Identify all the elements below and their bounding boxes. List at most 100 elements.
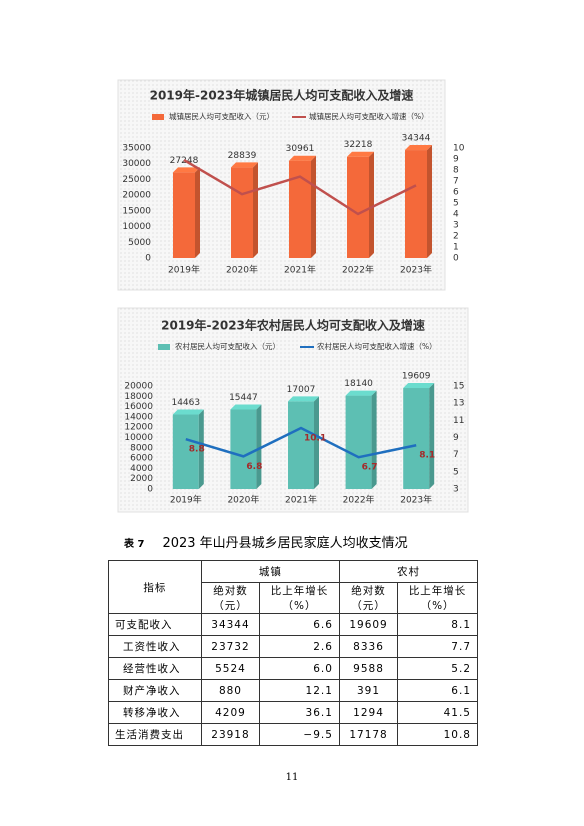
legend-label: 城镇居民人均可支配收入增速（%） bbox=[309, 111, 429, 121]
y2-tick-label: 11 bbox=[453, 416, 464, 426]
header-text: （%） bbox=[420, 600, 455, 612]
table-cell: 财产净收入 bbox=[108, 679, 202, 702]
y2-tick-label: 2 bbox=[453, 232, 459, 242]
y2-tick-label: 1 bbox=[453, 243, 459, 253]
charts: 2019年-2023年城镇居民人均可支配收入及增速 0 5000 10000 15000… bbox=[117, 79, 469, 513]
table-cell: 6.0 bbox=[259, 657, 340, 680]
table-cell: 7.7 bbox=[397, 635, 478, 658]
y-tick-label: 2000 bbox=[130, 474, 153, 484]
table-cell: 8.1 bbox=[397, 613, 478, 636]
table-cell: 6.6 bbox=[259, 613, 340, 636]
bar-side bbox=[371, 390, 377, 489]
bar-top bbox=[172, 409, 204, 415]
table-cell: 34344 bbox=[200, 613, 261, 636]
table-cell: 880 bbox=[200, 679, 261, 702]
bar-top bbox=[345, 390, 377, 396]
bar-side bbox=[427, 145, 432, 258]
table: 指标 城镇 农村 绝对数 （元） 比上年增长 （%） 绝对数 （元） 比上年增长 （%） 可支配收入 3… bbox=[108, 560, 479, 746]
bar-top bbox=[347, 151, 374, 157]
data-label: 30961 bbox=[286, 144, 315, 154]
bar-top bbox=[289, 155, 316, 161]
bar-top bbox=[173, 167, 200, 173]
y-tick-label: 14000 bbox=[124, 412, 153, 422]
y-tick-label: 10000 bbox=[124, 433, 153, 443]
bar-side bbox=[314, 396, 319, 489]
y2-tick-label: 7 bbox=[453, 450, 459, 460]
header-cell: 绝对数 （元） bbox=[338, 582, 399, 614]
header-text: （%） bbox=[282, 600, 317, 612]
y-tick-label: 30000 bbox=[122, 159, 151, 169]
y-tick-label: 6000 bbox=[130, 454, 153, 464]
table-row: 生活消费支出 23918 −9.5 17178 10.8 bbox=[108, 723, 478, 746]
bar-side bbox=[429, 383, 435, 489]
x-tick-label: 2019年 bbox=[170, 494, 202, 506]
y-tick-label: 4000 bbox=[130, 464, 153, 474]
header-cell: 城镇 bbox=[200, 560, 340, 583]
table-cell: 5.2 bbox=[397, 657, 478, 680]
legend-label: 农村居民人均可支配收入（元） bbox=[175, 341, 280, 351]
line bbox=[185, 426, 417, 459]
y2-tick-label: 0 bbox=[453, 254, 459, 264]
data-label: 8.8 bbox=[189, 445, 205, 455]
header-row: 指标 城镇 农村 bbox=[108, 560, 479, 614]
header-text: 比上年增长 bbox=[270, 585, 329, 597]
bar bbox=[405, 150, 427, 258]
legend-label: 城镇居民人均可支配收入（元） bbox=[169, 111, 274, 121]
y2-tick-label: 3 bbox=[453, 485, 459, 495]
x-tick-label: 2020年 bbox=[227, 494, 259, 506]
x-tick-label: 2023年 bbox=[400, 264, 432, 276]
bar-side bbox=[256, 404, 262, 489]
data-label: 15447 bbox=[229, 393, 258, 403]
table-cell: 经营性收入 bbox=[108, 657, 202, 680]
y-tick-label: 8000 bbox=[130, 443, 153, 453]
caption-number: 表 7 bbox=[124, 539, 145, 550]
page-number: 11 bbox=[285, 772, 299, 783]
data-label: 8.1 bbox=[419, 451, 435, 461]
data-label: 10.1 bbox=[304, 434, 326, 444]
header-text: （元） bbox=[351, 600, 386, 612]
table-cell: 工资性收入 bbox=[108, 635, 202, 658]
y-tick-label: 18000 bbox=[124, 392, 153, 402]
table-cell: 23732 bbox=[200, 635, 261, 658]
caption-title: 2023 年山丹县城乡居民家庭人均收支情况 bbox=[162, 536, 408, 551]
table-row: 经营性收入 5524 6.0 9588 5.2 bbox=[108, 657, 478, 680]
bar-top bbox=[405, 145, 432, 151]
bar-side bbox=[369, 151, 374, 258]
y-tick-label: 5000 bbox=[128, 238, 151, 248]
data-label: 6.8 bbox=[246, 462, 262, 472]
legend-swatch bbox=[158, 344, 170, 350]
header-cell: 比上年增长 （%） bbox=[259, 582, 340, 614]
y2-tick-label: 7 bbox=[453, 177, 459, 187]
chart-background bbox=[117, 79, 446, 291]
table-cell: 6.1 bbox=[397, 679, 478, 702]
bar-top bbox=[231, 162, 258, 168]
data-label: 34344 bbox=[402, 134, 431, 144]
y-tick-label: 35000 bbox=[122, 144, 151, 154]
y-tick-label: 12000 bbox=[124, 423, 153, 433]
table-cell: 4209 bbox=[200, 701, 261, 724]
data-label: 18140 bbox=[344, 379, 373, 389]
table-cell: 8336 bbox=[338, 635, 399, 658]
y2-tick-label: 5 bbox=[453, 467, 459, 477]
table-cell: 41.5 bbox=[397, 701, 478, 724]
y2-tick-label: 15 bbox=[453, 382, 464, 392]
table-cell: 9588 bbox=[338, 657, 399, 680]
bar-top bbox=[230, 404, 262, 410]
bar-top bbox=[403, 383, 435, 389]
line bbox=[183, 159, 417, 216]
table-row: 工资性收入 23732 2.6 8336 7.7 bbox=[108, 635, 478, 658]
legend-swatch bbox=[152, 114, 164, 120]
caption: 表 7 2023 年山丹县城乡居民家庭人均收支情况 bbox=[124, 532, 408, 551]
x-tick-label: 2020年 bbox=[226, 264, 258, 276]
y2-tick-label: 6 bbox=[453, 188, 459, 198]
bar-top bbox=[288, 396, 319, 402]
bar bbox=[230, 409, 257, 489]
y2-tick-label: 3 bbox=[453, 221, 459, 231]
y-tick-label: 25000 bbox=[122, 175, 151, 185]
table-cell: 转移净收入 bbox=[108, 701, 202, 724]
table-cell: 2.6 bbox=[259, 635, 340, 658]
table-cell: 23918 bbox=[200, 723, 261, 746]
table-row: 财产净收入 880 12.1 391 6.1 bbox=[108, 679, 478, 702]
table-row: 可支配收入 34344 6.6 19609 8.1 bbox=[108, 613, 478, 636]
